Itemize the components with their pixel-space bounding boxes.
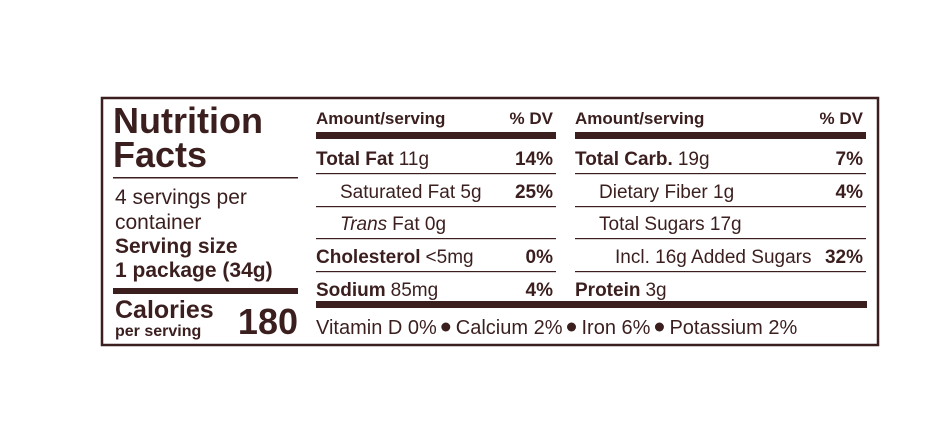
nutrient: Cholesterol <5mg xyxy=(316,247,474,268)
nutrient-name: Total Fat xyxy=(316,149,394,170)
label-border xyxy=(100,96,880,347)
divider xyxy=(575,132,866,139)
separator xyxy=(654,322,664,332)
nutrient: Protein 3g xyxy=(575,280,667,301)
nutrient: Sodium 85mg xyxy=(316,280,438,301)
footer-item: Potassium 2% xyxy=(669,317,797,339)
nutrient-amount: 19g xyxy=(678,149,710,170)
separator xyxy=(567,322,576,332)
footer-item: Vitamin D 0% xyxy=(316,317,437,339)
nutrient-name: Sodium xyxy=(316,280,386,301)
nutrient-amount: 85mg xyxy=(391,280,439,301)
nutrient-dv: 14% xyxy=(515,149,553,170)
header-amount: Amount/serving xyxy=(575,109,704,128)
calories-sub: per serving xyxy=(115,323,201,340)
footer-item: Iron 6% xyxy=(582,317,651,339)
row-divider xyxy=(316,238,556,240)
serving-size-label: Serving size xyxy=(115,235,238,258)
nutrient-amount: Total Sugars 17g xyxy=(599,214,742,235)
nutrient-name: Protein xyxy=(575,280,640,301)
footer-item: Calcium 2% xyxy=(456,317,563,339)
nutrient: Total Sugars 17g xyxy=(599,214,742,235)
nutrient-name: Total Carb. xyxy=(575,149,673,170)
nutrient-name: Cholesterol xyxy=(316,247,421,268)
nutrient-dv: 4% xyxy=(526,280,554,301)
row-divider xyxy=(316,173,556,175)
servings: container xyxy=(115,211,201,234)
row-divider xyxy=(575,238,866,240)
divider xyxy=(113,288,298,294)
nutrient-amount: Saturated Fat 5g xyxy=(340,182,482,203)
nutrient-dv: 32% xyxy=(825,247,863,268)
header-dv: % DV xyxy=(820,109,864,128)
nutrient-italic: Trans xyxy=(340,214,388,235)
header-dv: % DV xyxy=(510,109,554,128)
divider xyxy=(316,301,867,308)
separator xyxy=(441,322,451,332)
row-divider xyxy=(316,206,556,208)
nutrient: Trans Fat 0g xyxy=(340,214,446,235)
nutrient-amount: <5mg xyxy=(426,247,474,268)
header-amount: Amount/serving xyxy=(316,109,445,128)
row-divider xyxy=(575,271,866,273)
nutrient-dv: 4% xyxy=(836,182,864,203)
nutrient-amount: Fat 0g xyxy=(392,214,446,235)
title: Nutrition xyxy=(113,100,263,141)
nutrient-dv: 0% xyxy=(526,247,554,268)
nutrient: Total Carb. 19g xyxy=(575,149,710,170)
servings: 4 servings per xyxy=(115,186,247,209)
nutrient: Saturated Fat 5g xyxy=(340,182,482,203)
nutrient: Incl. 16g Added Sugars xyxy=(615,247,811,268)
divider xyxy=(316,132,556,139)
nutrient-dv: 7% xyxy=(836,149,864,170)
calories-value: 180 xyxy=(238,301,298,342)
nutrient-amount: Dietary Fiber 1g xyxy=(599,182,734,203)
row-divider xyxy=(316,271,556,273)
nutrient-dv: 25% xyxy=(515,182,553,203)
nutrient: Total Fat 11g xyxy=(316,149,429,170)
nutrient: Dietary Fiber 1g xyxy=(599,182,734,203)
title: Facts xyxy=(113,134,207,175)
divider xyxy=(113,177,298,179)
row-divider xyxy=(575,173,866,175)
nutrient-amount: 11g xyxy=(399,149,429,170)
nutrient-amount: 3g xyxy=(645,280,666,301)
serving-size: 1 package (34g) xyxy=(115,259,273,282)
row-divider xyxy=(575,206,866,208)
calories-label: Calories xyxy=(115,296,214,324)
nutrient-amount: Incl. 16g Added Sugars xyxy=(615,247,811,268)
